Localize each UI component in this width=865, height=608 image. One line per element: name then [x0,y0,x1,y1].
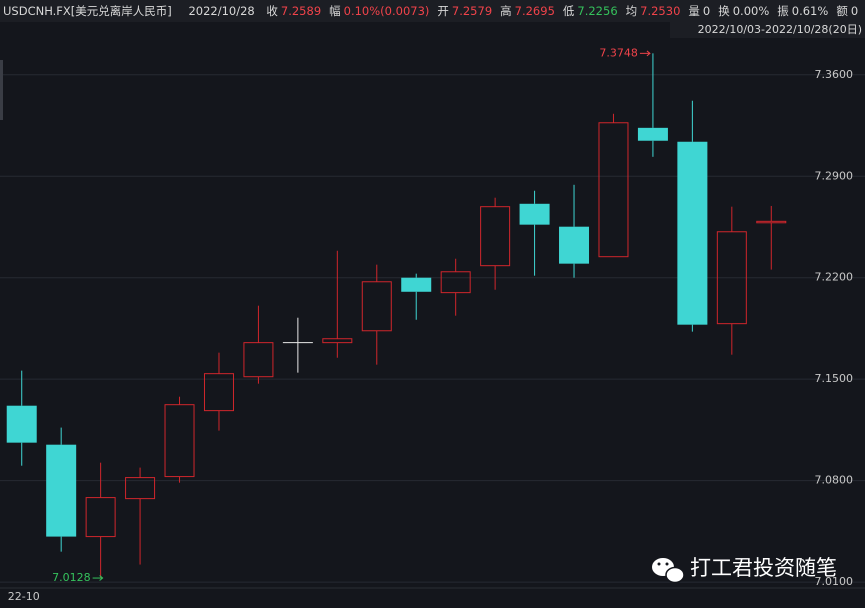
y-tick-label: 7.1500 [815,372,854,385]
candle-body [756,220,787,224]
quote-label: 收 [266,4,278,18]
candle-body [322,338,353,344]
candle-body [6,405,37,443]
candle-body [85,497,116,538]
quote-value: 0.10%(0.0073) [343,4,430,18]
extreme-label: 7.3748 [599,46,638,59]
extreme-label: 7.0128 [52,571,91,584]
range-label: 2022/10/03-2022/10/28(20日) [698,23,862,36]
quote-value: 7.2256 [577,4,618,18]
watermark: 打工君投资随笔 [690,556,837,580]
y-tick-label: 7.0800 [815,474,854,487]
candle-body [125,477,156,500]
extreme-arrowhead [646,50,651,57]
candle-body [519,203,550,225]
y-tick-label: 7.0100 [815,575,854,588]
extreme-arrowhead [99,575,104,581]
quote-label: 换 [718,4,730,18]
quote-label: 高 [500,4,512,18]
quote-label: 低 [562,4,575,18]
quote-label: 量 [688,4,700,18]
quote-value: 7.2695 [514,4,555,18]
scrollbar [0,60,3,120]
symbol: USDCNH.FX[美元兑离岸人民币] [3,4,172,18]
quote-value: 0 [702,4,711,18]
quote-label: 额 [836,4,848,18]
y-tick-label: 7.3600 [815,68,854,81]
candle-body [480,206,511,267]
candle-body [637,127,668,141]
watermark-icon [652,558,685,584]
quote-header: USDCNH.FX[美元兑离岸人民币] 2022/10/28 收 7.2589 幅 0… [0,0,865,22]
candle-body [598,122,629,258]
quote-label: 开 [437,4,449,18]
candle-body [203,373,234,412]
candle-body [46,444,77,537]
date: 2022/10/28 [188,4,255,18]
quote-label: 均 [625,4,638,18]
plot-bg [0,22,865,608]
quote-value: 7.2530 [640,4,681,18]
candle-body [440,271,471,294]
quote-label: 振 [777,4,789,18]
candle-body [559,226,590,264]
candle-body [164,404,195,478]
candle-body [677,141,708,325]
quote-value: 0.00% [732,4,770,18]
y-tick-label: 7.2200 [815,271,854,284]
quote-value: 0 [850,4,859,18]
y-tick-label: 7.2900 [815,169,854,182]
candle-body [716,231,747,325]
range-box [670,22,865,38]
quote-value: 7.2589 [280,4,322,18]
candle-body [243,342,274,378]
quote-label: 幅 [329,4,341,18]
candle-body [361,281,392,332]
quote-value: 0.61% [791,4,829,18]
x-tick-label: 22-10 [8,590,40,603]
candle-body [401,277,432,292]
quote-value: 7.2579 [451,4,493,18]
